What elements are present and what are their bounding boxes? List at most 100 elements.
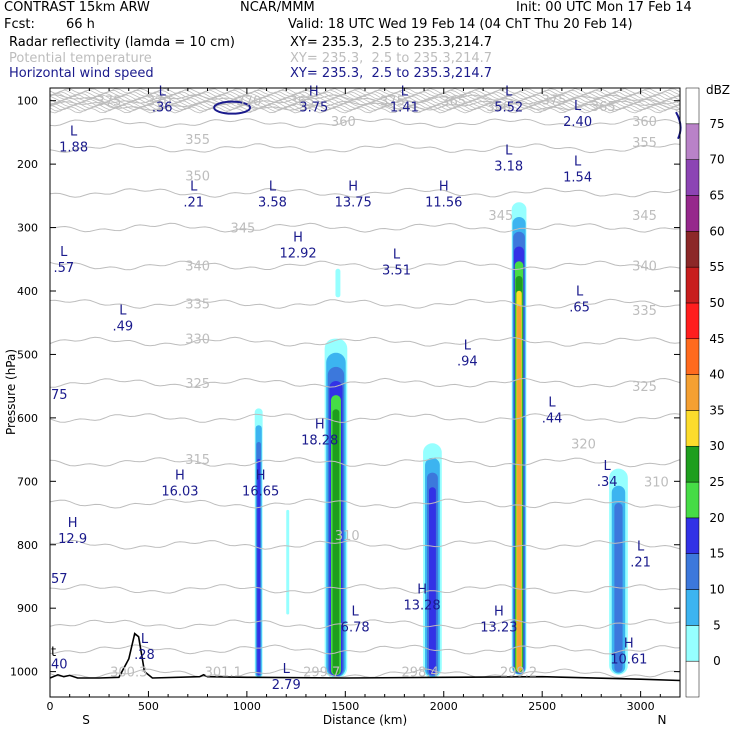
wind-extremum-type: L: [283, 662, 291, 677]
colorbar-label-20: 20: [709, 511, 724, 525]
colorbar-label-25: 25: [709, 475, 724, 489]
wind-extremum-20: L.34: [597, 459, 618, 490]
wind-extremum-30: L2.79: [272, 662, 301, 693]
wind-extremum-12: H12.92: [279, 230, 316, 261]
wind-extremum-type: L: [190, 180, 198, 195]
x-tick-label: 2000: [430, 700, 458, 713]
wind-extremum-13: L.57: [53, 245, 74, 276]
colorbar-label-45: 45: [709, 332, 724, 346]
theta-line-14: [49, 143, 681, 154]
colorbar-label-50: 50: [709, 296, 724, 310]
wind-extremum-type: H: [68, 516, 78, 531]
field-reflectivity-xy: XY= 235.3, 2.5 to 235.3,214.7: [290, 35, 493, 50]
y-tick-label: 600: [17, 412, 38, 425]
edge-label-0: t: [51, 645, 56, 660]
theta-line-1: [49, 644, 680, 655]
theta-label-12: 355: [632, 136, 657, 151]
theta-label-8: 365: [591, 100, 616, 115]
wind-extremum-22: H16.65: [242, 468, 279, 499]
y-tick-label: 1000: [10, 666, 38, 679]
colorbar-label-15: 15: [709, 547, 724, 561]
wind-extremum-type: L: [505, 144, 513, 159]
wind-extremum-value: 3.51: [382, 264, 411, 279]
colorbar-label-70: 70: [709, 153, 724, 167]
reflectivity-cell-1-level-5: [286, 509, 290, 615]
colorbar-swatch-50: [685, 302, 700, 340]
wind-extremum-9: L3.58: [258, 180, 287, 211]
theta-label-17: 340: [185, 260, 210, 275]
colorbar-swatch-40: [685, 374, 700, 411]
x-axis-south-label: S: [82, 713, 90, 727]
theta-label-7: 375: [542, 93, 567, 108]
theta-line-9: [49, 336, 681, 347]
wind-extremum-8: L.21: [183, 180, 204, 211]
wind-extremum-type: L: [393, 248, 401, 263]
axes: 0 500 1000 1500 2000 2500 3000 100 200 300 400 500 6…: [10, 88, 680, 713]
wind-extremum-value: .57: [53, 261, 74, 276]
wind-extremum-type: H: [293, 230, 303, 245]
wind-extremum-value: 16.03: [161, 484, 198, 499]
y-tick-label: 300: [17, 222, 38, 235]
theta-label-32: 299.2: [500, 666, 537, 681]
x-tick-label: 0: [47, 700, 54, 713]
wind-extremum-10: H13.75: [335, 180, 372, 211]
fcst-value: 66 h: [66, 17, 95, 32]
wind-extremum-18: L.44: [542, 395, 563, 426]
theta-label-24: 320: [571, 437, 596, 452]
reflectivity-cell-3-level-5: [335, 268, 341, 298]
theta-label-13: 350: [185, 170, 210, 185]
wind-extremum-value: .36: [152, 101, 173, 116]
wind-extremum-type: H: [439, 180, 449, 195]
theta-label-4: 375: [380, 95, 405, 110]
wind-extremum-type: L: [464, 338, 472, 353]
theta-label-25: 315: [185, 453, 210, 468]
theta-top-line-4: [49, 94, 681, 100]
wind-extremum-23: H12.9: [58, 516, 87, 547]
wind-extremum-29: H10.61: [610, 636, 647, 667]
theta-label-28: 300.3: [110, 666, 147, 681]
valid-time: Valid: 18 UTC Wed 19 Feb 14 (04 ChT Thu …: [288, 17, 633, 32]
wind-extremum-type: L: [141, 632, 149, 647]
theta-label-31: 298.4: [402, 666, 439, 681]
theta-label-3: 365: [290, 95, 315, 110]
wind-extremum-28: L.28: [134, 632, 155, 663]
x-tick-label: 1000: [233, 700, 261, 713]
wind-extremum-value: 12.92: [279, 246, 316, 261]
edge-label-2: 57: [51, 572, 68, 587]
colorbar-swatch-10: [685, 589, 700, 626]
y-tick-label: 500: [17, 348, 38, 361]
theta-label-9: 360: [331, 115, 356, 130]
wind-extremum-6: L3.18: [494, 144, 523, 175]
theta-label-5: 365: [441, 95, 466, 110]
wind-extremum-5: L1.88: [59, 124, 88, 155]
x-tick-label: 500: [138, 700, 159, 713]
wind-extremum-value: 3.75: [299, 101, 328, 116]
edge-labels: t40 57 75: [51, 388, 68, 673]
colorbar-swatch-5: [685, 625, 700, 662]
colorbar: 0 5 10 15 20 25 30 35 40 45 50 55 60 65 70 75: [685, 87, 725, 698]
colorbar-label-40: 40: [709, 368, 724, 382]
wind-extremum-15: L.65: [569, 284, 590, 315]
colorbar-swatch-15: [685, 553, 700, 590]
colorbar-label-0: 0: [713, 654, 721, 668]
reflectivity-cells: [254, 202, 628, 678]
wind-extremum-value: .21: [630, 555, 651, 570]
theta-contours: [49, 88, 681, 679]
wind-extremum-27: H13.23: [480, 605, 517, 636]
wind-extremum-value: 18.28: [301, 434, 338, 449]
wind-extremum-value: 16.65: [242, 484, 279, 499]
wind-extremum-value: 10.61: [610, 652, 647, 667]
wind-extremum-type: H: [315, 418, 325, 433]
org-label: NCAR/MMM: [240, 0, 315, 15]
theta-label-23: 325: [632, 380, 657, 395]
wind-extremum-type: L: [401, 85, 409, 100]
y-tick-label: 200: [17, 158, 38, 171]
theta-labels: 375 370 370 365 375 365 360 375 365 360 360 355 355 3…: [97, 93, 669, 680]
colorbar-label-30: 30: [709, 439, 724, 453]
wind-extremum-value: 12.9: [58, 532, 87, 547]
colorbar-swatch-55: [685, 266, 700, 304]
colorbar-label-35: 35: [709, 403, 724, 417]
theta-top-line-5: [49, 95, 681, 102]
y-tick-label: 700: [17, 475, 38, 488]
colorbar-swatch-25: [685, 481, 700, 519]
